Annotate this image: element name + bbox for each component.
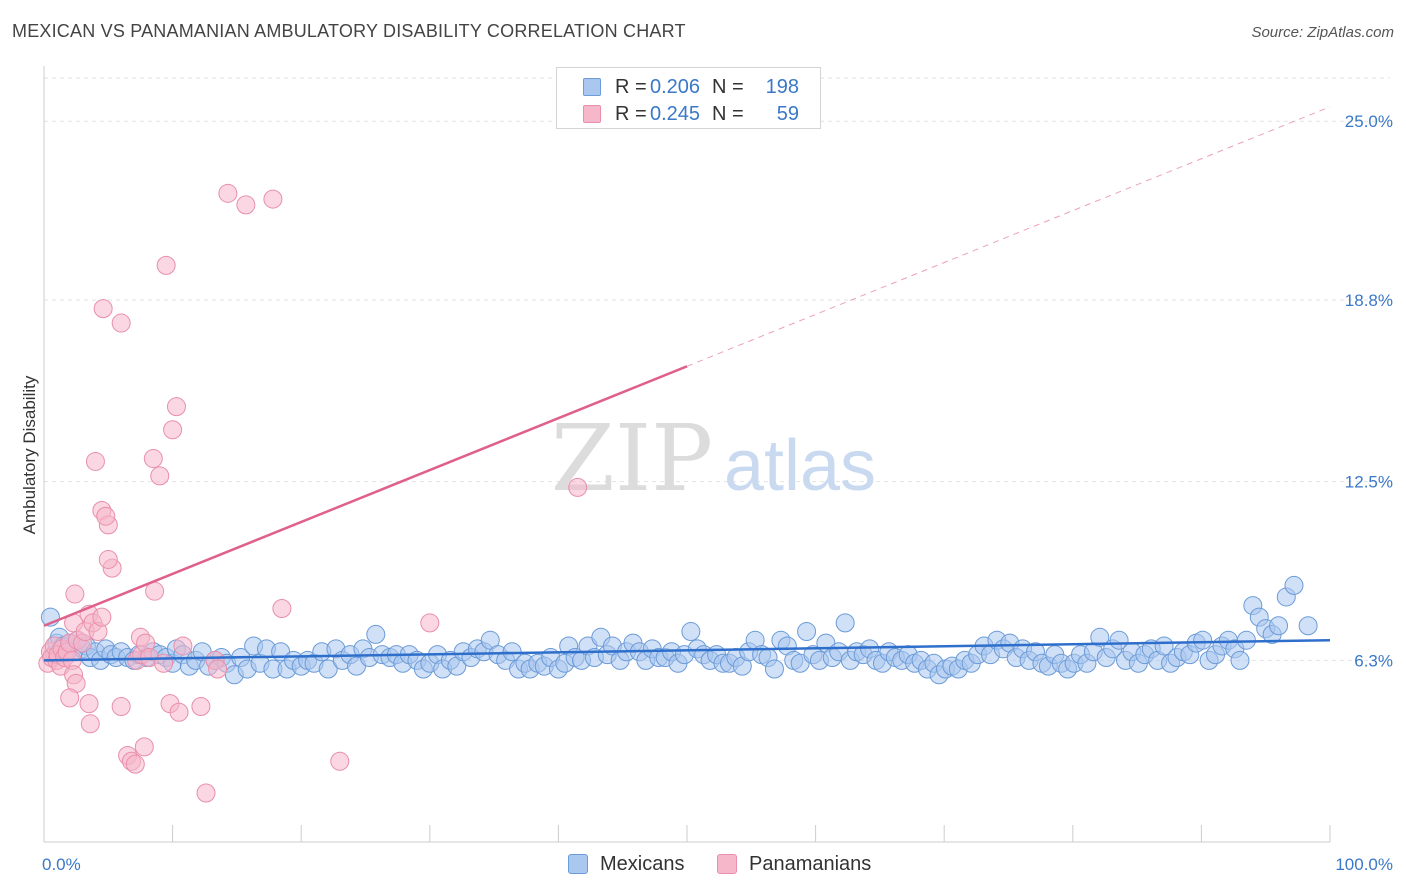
mexican-point xyxy=(1193,630,1213,650)
panamanian-point xyxy=(134,737,154,757)
tick-labels: 6.3% 12.5% 18.8% 25.0% 0.0% 100.0% xyxy=(42,112,1393,874)
panamanian-point xyxy=(150,466,170,486)
x-tick-label: 0.0% xyxy=(42,855,81,874)
panamanian-point xyxy=(263,189,283,209)
y-tick-label: 6.3% xyxy=(1354,651,1393,670)
panamanian-point xyxy=(93,299,113,319)
panamanian-point xyxy=(143,449,163,469)
panamanian-point xyxy=(173,636,193,656)
legend-n-label: N = xyxy=(712,103,744,125)
mexican-point xyxy=(681,622,701,642)
mexican-point xyxy=(1269,616,1289,636)
legend-n-value: 59 xyxy=(776,103,799,125)
mexican-point xyxy=(1090,627,1110,647)
panamanians-trend-line xyxy=(43,365,688,627)
grid-lines xyxy=(44,77,1390,661)
y-tick-label: 18.8% xyxy=(1345,291,1393,310)
mexicans-swatch-icon xyxy=(583,78,601,96)
panamanian-point xyxy=(272,598,292,618)
mexican-point xyxy=(318,659,338,679)
panamanians-swatch-icon xyxy=(583,105,601,123)
legend-n-value: 198 xyxy=(765,76,799,98)
panamanian-point xyxy=(166,397,186,417)
axes xyxy=(43,66,1331,843)
panamanian-point xyxy=(208,659,228,679)
panamanian-point xyxy=(568,477,588,497)
panamanian-point xyxy=(191,696,211,716)
panamanian-point xyxy=(111,696,131,716)
legend-r-value: 0.206 xyxy=(650,76,701,98)
legend-r-value: 0.245 xyxy=(650,103,701,125)
mexican-point xyxy=(1154,636,1174,656)
x-tick-label: 100.0% xyxy=(1335,855,1393,874)
panamanians-points xyxy=(38,183,588,803)
panamanian-point xyxy=(85,451,105,471)
panamanian-point xyxy=(163,420,183,440)
panamanians-legend-label: Panamanians xyxy=(749,853,872,875)
source-label: Source: ZipAtlas.com xyxy=(1251,24,1394,41)
panamanian-point xyxy=(80,714,100,734)
panamanian-point xyxy=(98,549,118,569)
panamanian-point xyxy=(79,694,99,714)
legend-row-panamanians: R = 0.245 N = 59 xyxy=(557,100,822,128)
mexicans-trend-line xyxy=(43,638,1331,662)
y-axis-label: Ambulatory Disability xyxy=(20,375,39,534)
panamanian-point xyxy=(92,607,112,627)
mexican-point xyxy=(835,613,855,633)
panamanian-point xyxy=(96,506,116,526)
legend-r-label: R = xyxy=(615,76,647,98)
watermark: ZIP atlas xyxy=(551,405,876,512)
panamanian-point xyxy=(154,653,174,673)
panamanian-point xyxy=(111,313,131,333)
y-tick-label: 25.0% xyxy=(1345,112,1393,131)
panamanians-trend-extension xyxy=(686,106,1331,367)
panamanian-point xyxy=(125,754,145,774)
panamanian-point xyxy=(65,584,85,604)
mexican-point xyxy=(764,659,784,679)
trend-lines xyxy=(43,106,1331,662)
correlation-legend: R = 0.206 N = 198 R = 0.245 N = 59 xyxy=(556,67,821,129)
mexican-point xyxy=(1284,575,1304,595)
panamanian-point xyxy=(236,195,256,215)
watermark-atlas: atlas xyxy=(724,426,876,506)
legend-row-mexicans: R = 0.206 N = 198 xyxy=(557,73,822,101)
legend-n-label: N = xyxy=(712,76,744,98)
panamanian-point xyxy=(60,688,80,708)
mexican-point xyxy=(797,622,817,642)
mexicans-legend-label: Mexicans xyxy=(600,853,685,875)
mexican-point xyxy=(1298,616,1318,636)
legend-r-label: R = xyxy=(615,103,647,125)
mexicans-points xyxy=(40,575,1318,685)
chart-title: MEXICAN VS PANAMANIAN AMBULATORY DISABIL… xyxy=(12,21,686,41)
panamanian-point xyxy=(156,255,176,275)
panamanian-point xyxy=(218,183,238,203)
panamanian-point xyxy=(196,783,216,803)
mexican-point xyxy=(1230,650,1250,670)
mexican-point xyxy=(366,624,386,644)
panamanian-point xyxy=(169,702,189,722)
panamanian-point xyxy=(420,613,440,633)
mexicans-legend-icon xyxy=(568,854,588,874)
panamanians-legend-icon xyxy=(717,854,737,874)
panamanian-point xyxy=(330,751,350,771)
y-tick-label: 12.5% xyxy=(1345,473,1393,492)
